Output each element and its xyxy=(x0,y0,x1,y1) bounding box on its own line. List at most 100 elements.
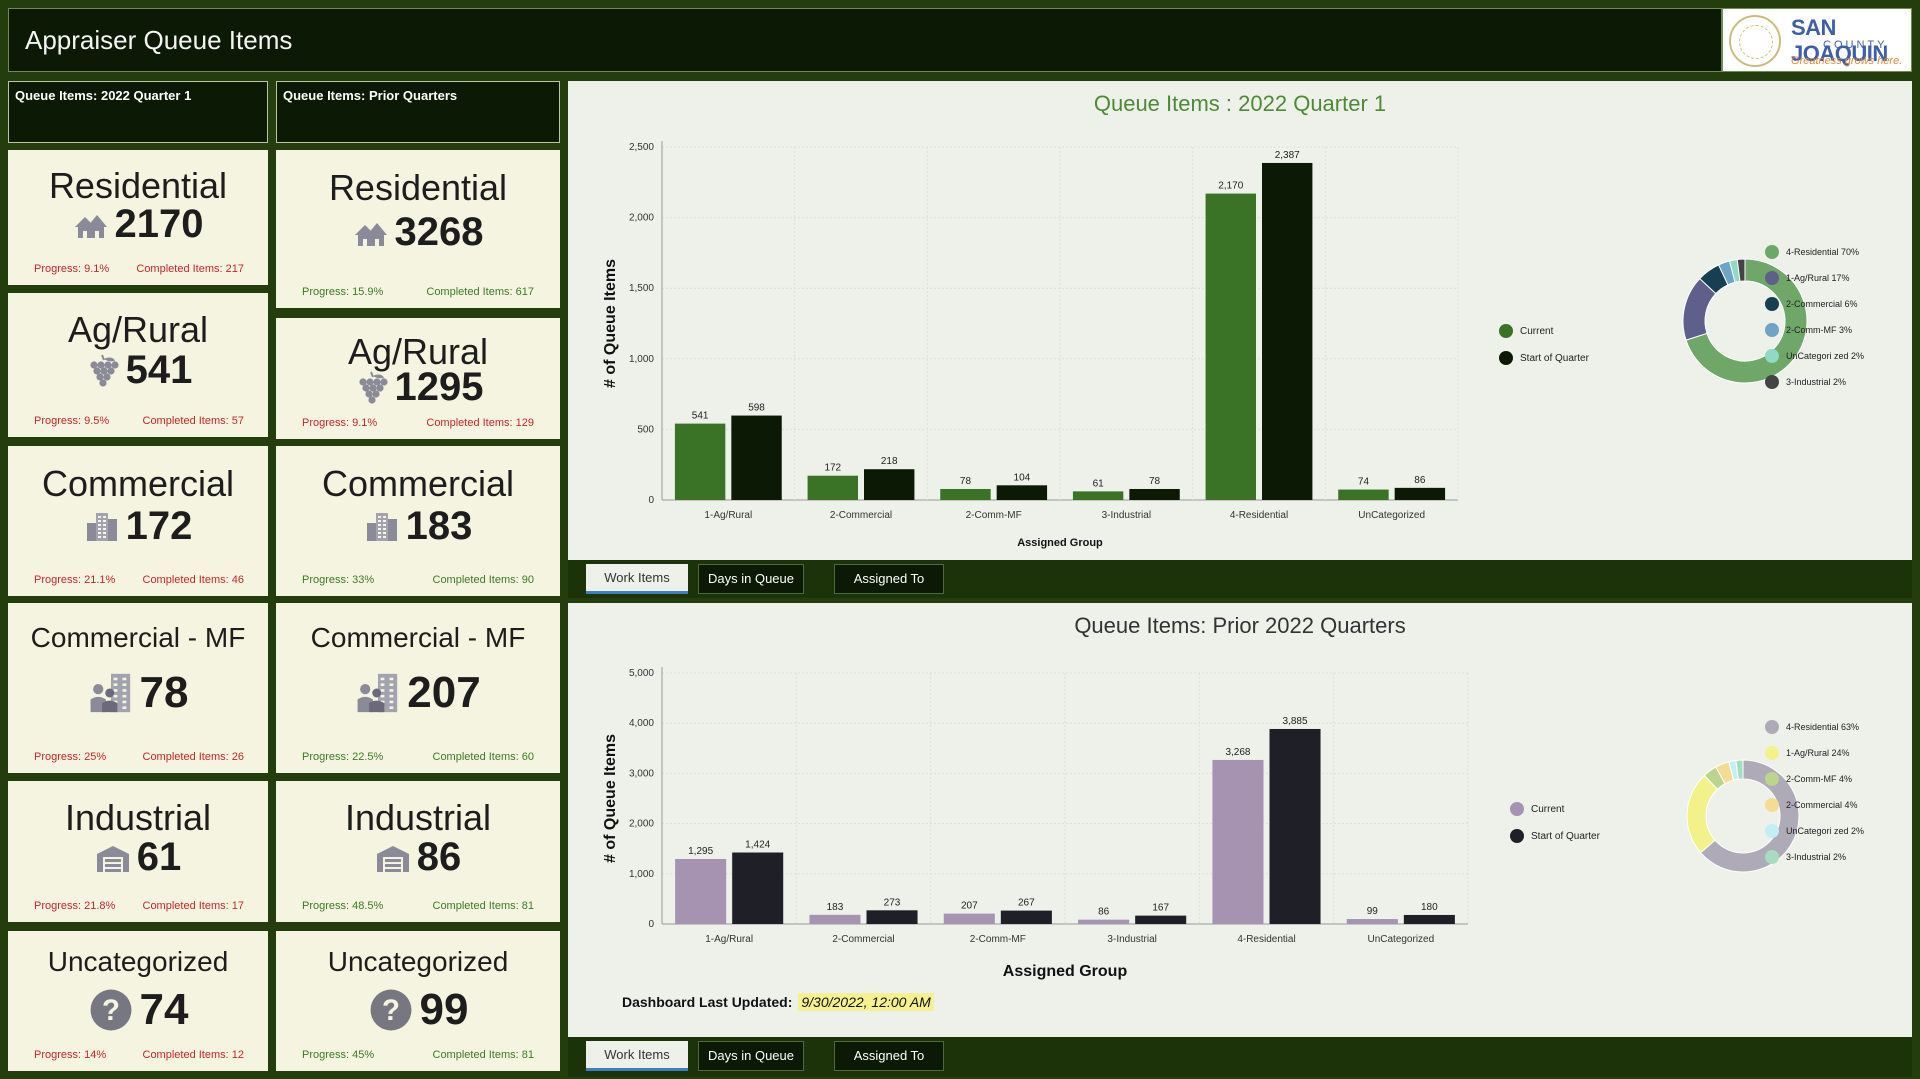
card-title: Ag/Rural xyxy=(67,309,209,350)
tab-days-in-queue-bottom[interactable]: Days in Queue xyxy=(698,1041,804,1071)
pie-legend-swatch xyxy=(1765,375,1779,389)
bar-current-2-comm-mf[interactable] xyxy=(943,913,995,924)
pie-legend-label: 2-Commercial 4% xyxy=(1786,800,1858,810)
card-current-residential: Residential 2170 Progress: 9.1% Completed I… xyxy=(8,150,268,285)
tab-work-items-top[interactable]: Work Items xyxy=(586,564,688,594)
bar-start-3-industrial[interactable] xyxy=(1129,488,1180,500)
card-title: Commercial - MF xyxy=(30,622,246,653)
bar-current-1-ag-rural[interactable] xyxy=(674,423,726,500)
bar-start-4-residential[interactable] xyxy=(1269,728,1321,924)
x-axis-title: Assigned Group xyxy=(1017,537,1103,549)
bar-value-label: 1,424 xyxy=(745,840,770,851)
card-title: Industrial xyxy=(344,797,492,838)
pie-legend-label: 2-Comm-MF 3% xyxy=(1786,325,1852,335)
card-count-row: 172 xyxy=(8,502,268,549)
bar-start-uncategorized[interactable] xyxy=(1403,914,1455,924)
houses-icon xyxy=(73,200,115,244)
tab-days-in-queue-top[interactable]: Days in Queue xyxy=(698,564,804,594)
legend-label: Current xyxy=(1531,804,1565,815)
bar-value-label: 598 xyxy=(748,403,765,414)
chart-title-prior: Queue Items: Prior 2022 Quarters xyxy=(1074,613,1406,638)
prior-quarters-header: Queue Items: Prior Quarters xyxy=(276,81,560,143)
card-count-row: 86 xyxy=(276,833,560,880)
bar-current-2-comm-mf[interactable] xyxy=(940,488,991,500)
pie-slice-1-ag-rural[interactable] xyxy=(1686,774,1719,854)
bar-value-label: 207 xyxy=(961,901,978,912)
card-count: 183 xyxy=(405,503,473,548)
card-count: 1295 xyxy=(394,364,484,409)
bar-current-3-industrial[interactable] xyxy=(1072,491,1124,500)
last-updated-value: 9/30/2022, 12:00 AM xyxy=(798,993,934,1011)
bar-current-uncategorized[interactable] xyxy=(1338,489,1389,500)
bar-start-2-comm-mf[interactable] xyxy=(996,485,1048,500)
bar-start-2-commercial[interactable] xyxy=(866,910,918,924)
bar-start-2-commercial[interactable] xyxy=(864,469,915,500)
bar-current-1-ag-rural[interactable] xyxy=(675,858,727,924)
bar-value-label: 86 xyxy=(1414,475,1426,486)
last-updated: Dashboard Last Updated: 9/30/2022, 12:00 … xyxy=(622,993,934,1011)
card-count: 78 xyxy=(139,668,189,718)
pie-slice-3-industrial[interactable] xyxy=(1735,759,1744,780)
question-icon: ? xyxy=(88,983,140,1032)
bar-start-2-comm-mf[interactable] xyxy=(1000,910,1052,924)
pie-legend-label: 1-Ag/Rural 24% xyxy=(1786,748,1850,758)
card-title: Uncategorized xyxy=(47,946,229,977)
tab-assigned-to-bottom[interactable]: Assigned To xyxy=(834,1041,944,1071)
pie-legend-label: 3-Industrial 2% xyxy=(1786,377,1846,387)
card-progress: Progress: 21.1% xyxy=(34,574,116,586)
bar-chart-prior: 0 1,000 2,000 3,000 4,000 5,000 1,295 1,424 1-Ag… xyxy=(602,667,1864,980)
people-building-icon xyxy=(355,666,407,715)
pie-slice-3-industrial[interactable] xyxy=(1736,258,1746,282)
tab-assigned-to-top[interactable]: Assigned To xyxy=(834,564,944,594)
card-title: Ag/Rural xyxy=(347,331,489,372)
card-count-row: 2170 xyxy=(8,200,268,247)
card-count: 61 xyxy=(136,834,182,879)
chart-title-current: Queue Items : 2022 Quarter 1 xyxy=(1093,91,1387,116)
bar-value-label: 2,170 xyxy=(1218,181,1243,192)
bar-current-uncategorized[interactable] xyxy=(1346,919,1398,924)
card-count-row: ? 99 xyxy=(276,983,560,1035)
pie-legend-swatch xyxy=(1765,349,1779,363)
bar-current-2-commercial[interactable] xyxy=(809,914,861,924)
bar-current-2-commercial[interactable] xyxy=(807,475,858,500)
x-tick-label: 1-Ag/Rural xyxy=(704,510,752,521)
bar-value-label: 3,885 xyxy=(1283,716,1308,727)
pie-legend-swatch xyxy=(1765,772,1779,786)
bar-value-label: 86 xyxy=(1098,907,1110,918)
card-count-row: 61 xyxy=(8,833,268,880)
card-progress: Progress: 14% xyxy=(34,1049,107,1061)
card-progress: Progress: 9.1% xyxy=(302,417,378,429)
card-prior-commercial: Commercial 183 Progress: 33% Completed Item… xyxy=(276,446,560,596)
pie-legend-label: 1-Ag/Rural 17% xyxy=(1786,273,1850,283)
card-current-commercial: Commercial 172 Progress: 21.1% Completed It… xyxy=(8,446,268,596)
pie-legend-swatch xyxy=(1765,850,1779,864)
card-current-ag-rural: Ag/Rural 541 Progress: 9.5% Completed Items… xyxy=(8,293,268,437)
card-current-industrial: Industrial 61 Progress: 21.8% Completed Ite… xyxy=(8,781,268,922)
bar-value-label: 78 xyxy=(1149,476,1161,487)
x-tick-label: 2-Comm-MF xyxy=(970,934,1026,945)
bar-current-4-residential[interactable] xyxy=(1212,759,1264,924)
bar-current-3-industrial[interactable] xyxy=(1078,919,1130,924)
card-count: 207 xyxy=(407,668,481,718)
pie-legend-swatch xyxy=(1765,245,1779,259)
y-tick-label: 3,000 xyxy=(629,768,654,779)
bar-current-4-residential[interactable] xyxy=(1205,193,1256,500)
bar-start-1-ag-rural[interactable] xyxy=(732,852,784,924)
card-completed: Completed Items: 617 xyxy=(426,286,534,298)
bar-start-1-ag-rural[interactable] xyxy=(731,415,782,500)
bar-start-3-industrial[interactable] xyxy=(1135,915,1187,924)
bar-value-label: 2,387 xyxy=(1275,150,1300,161)
card-completed: Completed Items: 129 xyxy=(426,417,534,429)
people-building-icon xyxy=(88,666,140,715)
pie-slice-4-residential[interactable] xyxy=(1699,759,1800,873)
card-progress: Progress: 48.5% xyxy=(302,900,384,912)
bar-start-uncategorized[interactable] xyxy=(1394,487,1446,500)
bar-value-label: 78 xyxy=(960,476,972,487)
legend-label: Current xyxy=(1520,326,1554,337)
card-count-row: 207 xyxy=(276,666,560,718)
card-completed: Completed Items: 57 xyxy=(142,415,245,427)
bar-value-label: 61 xyxy=(1093,478,1105,489)
card-prior-uncategorized: Uncategorized? 99 Progress: 45% Completed I… xyxy=(276,931,560,1071)
tab-work-items-bottom[interactable]: Work Items xyxy=(586,1041,688,1071)
bar-start-4-residential[interactable] xyxy=(1262,162,1313,500)
